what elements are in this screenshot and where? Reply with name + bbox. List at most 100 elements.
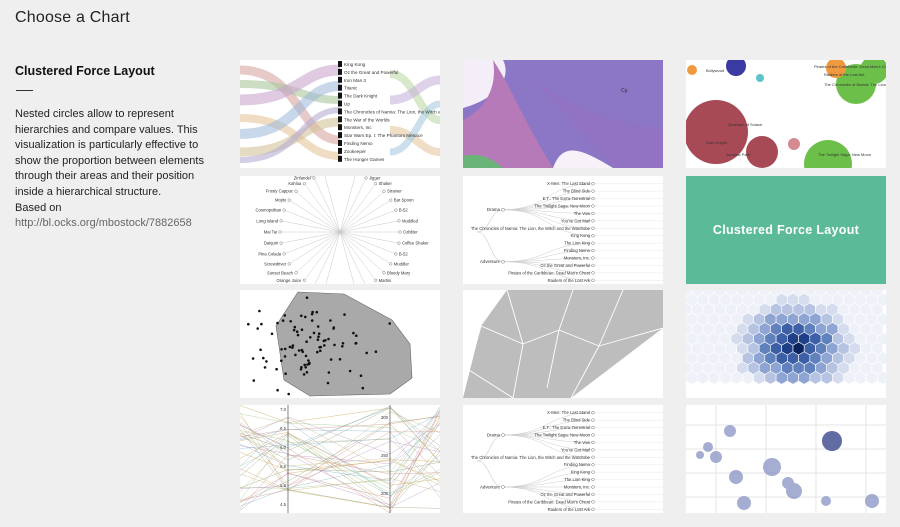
chart-thumb-clustered-force[interactable]: Clustered Force Layout: [686, 176, 886, 284]
dendro-leaf-node: [591, 433, 595, 437]
hull-point: [275, 367, 278, 371]
hexbin-cell: [708, 370, 721, 385]
hull-point: [338, 358, 342, 361]
hexbin-cell: [820, 370, 833, 385]
radial-node: [374, 278, 378, 282]
axis-tick-label: 5.0: [280, 483, 286, 488]
hull-point: [304, 354, 308, 358]
hull-point: [355, 334, 358, 337]
chart-thumb-convex-hull[interactable]: [240, 290, 440, 398]
hexbin-preview: [686, 290, 886, 385]
radial-branch: [339, 209, 396, 233]
hull-point: [306, 363, 309, 366]
dendro-leaf-node: [591, 248, 595, 253]
hull-point: [322, 339, 326, 343]
hull-point: [283, 355, 287, 358]
hull-point: [374, 350, 378, 353]
hull-point: [296, 333, 300, 337]
dendro-leaf-label: King Kong: [571, 233, 591, 238]
radial-label: B-52: [399, 208, 409, 213]
radial-label: Cobbler: [403, 230, 418, 235]
chart-description: Nested circles allow to represent hierar…: [15, 108, 204, 198]
alluvial-node: [338, 84, 342, 91]
dendro-leaf-node: [591, 440, 595, 445]
parallel-line: [240, 407, 440, 461]
parallel-line: [240, 415, 440, 437]
hull-point: [256, 327, 259, 330]
dendro-leaf-node: [591, 470, 595, 474]
hull-point: [280, 359, 283, 362]
parallel-line: [240, 421, 440, 497]
radial-node: [287, 198, 291, 202]
hexbin-cell: [865, 370, 878, 385]
hull-point: [332, 327, 335, 330]
radial-label: Jigger: [369, 176, 381, 180]
streamgraph-label: Cp: [621, 88, 628, 94]
chart-thumb-alluvial[interactable]: King Kong Oz the Great and Powerful Iron M…: [240, 60, 440, 168]
parallel-line: [240, 433, 440, 486]
radial-label: Bar Spoon: [394, 198, 414, 203]
axis-tick-label: 7.0: [280, 407, 286, 412]
hull-point: [276, 321, 279, 325]
dendro-link: [502, 434, 594, 458]
parallel-line: [240, 429, 440, 498]
hull-point: [311, 310, 314, 314]
radial-label: Orange Juice: [276, 278, 302, 283]
alluvial-node: [338, 140, 342, 146]
dendro-leaf-label: The Chronicles of Narnia: The Lion, the …: [471, 226, 591, 231]
alluvial-label: The War of the Worlds: [344, 117, 390, 122]
circle-label: Bollywood: [706, 68, 724, 73]
hexbin-cell: [877, 370, 886, 385]
hull-point: [283, 314, 287, 317]
dendro-leaf-node: [591, 448, 595, 452]
chart-thumb-cluster-dendrogram[interactable]: X-Men: The Last Stand The Blind Side E.T.:…: [463, 405, 663, 513]
chart-thumb-parallel-coords[interactable]: 7.0 6.5 6.0 5.5 5.0 4.5 300 250 200: [240, 405, 440, 513]
radial-label: Mojito: [275, 198, 287, 203]
dendro-leaf-label: Finding Nemo: [564, 248, 591, 253]
hull-point: [288, 345, 292, 349]
hull-point: [315, 310, 319, 314]
alluvial-label: Up: [344, 102, 350, 107]
hexbin-cell: [843, 370, 856, 385]
radial-branch: [339, 220, 400, 233]
chart-thumb-circle-packing[interactable]: Pirates of the Caribbean: Dead Man's Che…: [686, 60, 886, 168]
chart-thumb-radial-tree[interactable]: MargaritaZinfandelKahlua Frosty Cappuc Moj…: [240, 176, 440, 284]
radial-label: Mai Tai: [264, 230, 277, 235]
alluvial-label: King Kong: [344, 62, 366, 67]
radial-node: [279, 219, 283, 223]
dendro-leaf-node: [591, 182, 595, 186]
dendro-node-label: Drama: [487, 207, 501, 212]
source-link[interactable]: http://bl.ocks.org/mbostock/7882658: [15, 217, 192, 230]
chart-name-heading: Clustered Force Layout: [15, 64, 155, 78]
dendro-leaf-label: You've Got Mail: [561, 447, 590, 452]
parallel-line: [240, 416, 440, 474]
based-on-label: Based on: [15, 201, 62, 214]
alluvial-node: [338, 61, 342, 67]
hull-point: [327, 371, 331, 374]
hull-point: [295, 330, 299, 333]
radial-node: [302, 182, 306, 186]
radial-branch: [284, 209, 341, 233]
radial-label: Shaker: [379, 181, 393, 186]
axis-tick-label: 4.5: [280, 502, 286, 507]
parallel-line: [240, 412, 440, 492]
chart-thumb-voronoi[interactable]: [463, 290, 663, 398]
chart-thumb-dendrogram[interactable]: X-Men: The Last Stand The Blind Side E.T.:…: [463, 176, 663, 284]
radial-branch: [280, 231, 341, 244]
radial-node: [282, 252, 286, 256]
hull-point: [329, 358, 333, 361]
axis-tick-label: 300: [381, 415, 389, 420]
radial-label: Frosty Cappuc: [266, 189, 293, 194]
alluvial-label: Star Wars Ep. I: The Phantom Menace: [344, 133, 423, 138]
radial-branch: [339, 199, 391, 233]
dendro-leaf-label: Monsters, Inc.: [564, 485, 590, 490]
chart-thumb-bubble-grid[interactable]: [686, 405, 886, 513]
dendro-leaf-node: [591, 211, 595, 216]
radial-branch: [339, 231, 355, 284]
chart-thumb-streamgraph[interactable]: Cp: [463, 60, 663, 168]
hull-point: [265, 360, 268, 363]
hull-point: [348, 369, 352, 373]
chart-thumb-hexbin[interactable]: [686, 290, 886, 398]
highlight-chart-label: Clustered Force Layout: [712, 223, 860, 237]
alluvial-node: [338, 155, 342, 162]
